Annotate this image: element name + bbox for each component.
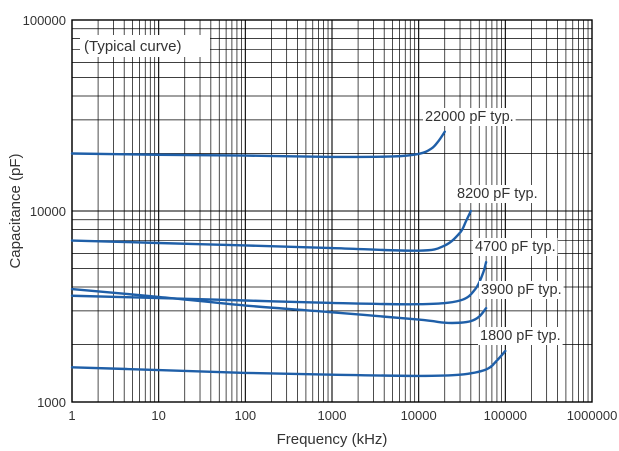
x-tick-labels: 1 10 100 1000 10000 100000 1000000 [68,408,617,423]
series-curves [70,130,507,378]
x-tick-label: 1000 [318,408,347,423]
series-line [70,209,473,252]
series-labels: 22000 pF typ. 8200 pF typ. 4700 pF typ. 390… [423,108,564,345]
annotation-text: (Typical curve) [84,38,182,55]
series-line [70,349,507,378]
series-label: 1800 pF typ. [480,328,561,344]
series-label: 8200 pF typ. [457,186,538,202]
x-tick-label: 10 [151,408,165,423]
series-label-background [423,108,516,126]
x-axis-label: Frequency (kHz) [277,431,388,448]
series-label-background [473,238,558,256]
y-tick-label: 10000 [30,204,66,219]
x-tick-label: 100 [234,408,256,423]
x-tick-label: 1000000 [567,408,618,423]
series-label: 4700 pF typ. [475,239,556,255]
plot-frame [71,19,593,403]
series-label: 22000 pF typ. [425,109,514,125]
series-label: 3900 pF typ. [481,282,562,298]
x-tick-label: 1 [68,408,75,423]
series-label-background [455,185,540,203]
series-line [70,287,488,325]
y-tick-labels: 1000 10000 100000 [23,13,66,410]
series-line [70,130,446,159]
annotation-background [80,35,210,57]
series-label-background [478,327,563,345]
y-tick-label: 100000 [23,13,66,28]
y-tick-label: 1000 [37,395,66,410]
x-tick-label: 10000 [401,408,437,423]
series-label-background [479,281,564,299]
x-tick-label: 100000 [484,408,527,423]
y-axis-label: Capacitance (pF) [7,153,24,268]
